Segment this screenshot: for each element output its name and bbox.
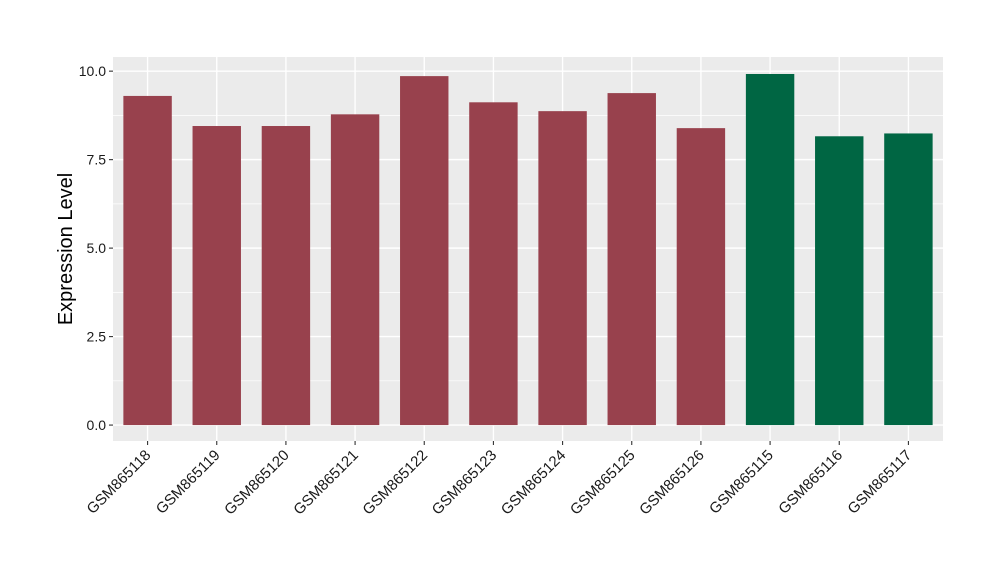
y-axis-title: Expression Level (55, 173, 77, 325)
bar-GSM865124 (538, 111, 587, 426)
x-tick-label: GSM865118 (84, 447, 155, 518)
bar-GSM865115 (745, 73, 795, 426)
plot-panel (113, 57, 943, 441)
bar-GSM865116 (815, 136, 864, 426)
x-tick-label: GSM865121 (290, 447, 362, 519)
x-tick-label: GSM865124 (498, 447, 570, 519)
x-tick-label: GSM865117 (844, 447, 915, 518)
x-tick-label: GSM865116 (775, 447, 846, 518)
x-tick-label: GSM865123 (429, 447, 501, 519)
y-axis: 0.0 2.5 5.0 7.5 10.0 (79, 63, 113, 433)
bar-GSM865118 (123, 95, 172, 426)
bar-GSM865123 (469, 102, 518, 426)
x-axis: GSM865118GSM865119GSM865120GSM865121GSM8… (84, 441, 915, 519)
bars (123, 73, 933, 426)
y-tick-label: 2.5 (87, 329, 107, 345)
x-tick-label: GSM865115 (706, 447, 777, 518)
y-tick-label: 5.0 (87, 240, 107, 256)
bar-GSM865125 (607, 93, 656, 426)
x-tick-label: GSM865119 (153, 447, 224, 518)
bar-GSM865121 (330, 114, 380, 426)
bar-GSM865120 (261, 126, 311, 426)
y-tick-label: 0.0 (87, 417, 107, 433)
x-tick-label: GSM865122 (359, 447, 431, 519)
y-tick-label: 10.0 (79, 63, 106, 79)
x-tick-label: GSM865120 (221, 447, 293, 519)
bar-GSM865126 (676, 128, 726, 426)
bar-GSM865117 (884, 133, 933, 426)
minor-gridlines (113, 115, 943, 382)
bar-GSM865119 (192, 126, 241, 426)
y-tick-label: 7.5 (87, 152, 107, 168)
x-tick-label: GSM865125 (567, 447, 639, 519)
x-tick-label: GSM865126 (636, 447, 708, 519)
bar-GSM865122 (400, 76, 449, 426)
